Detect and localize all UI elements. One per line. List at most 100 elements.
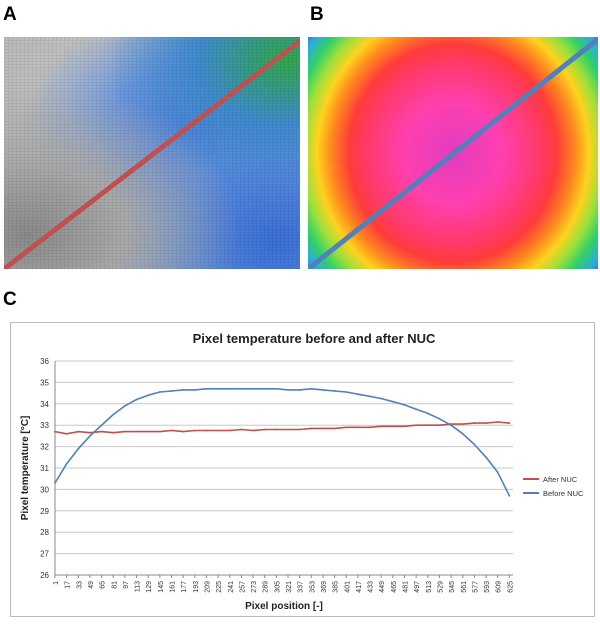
panel-label-a: A	[3, 4, 17, 25]
x-tick-label: 1	[53, 581, 60, 585]
x-tick-label: 449	[379, 581, 386, 593]
data-point	[496, 471, 499, 474]
data-point	[298, 428, 301, 431]
x-tick-label: 81	[111, 581, 118, 589]
data-point	[65, 462, 68, 465]
y-tick-label: 33	[40, 421, 49, 430]
data-point	[263, 428, 266, 431]
data-point	[275, 387, 278, 390]
data-point	[357, 426, 359, 429]
x-tick-label: 513	[426, 581, 433, 593]
data-point	[310, 427, 313, 430]
y-tick-label: 34	[40, 400, 49, 409]
thermal-image-before-nuc	[4, 37, 300, 269]
data-point	[368, 426, 371, 429]
line-profile-a	[4, 39, 300, 269]
data-point	[380, 425, 383, 428]
x-tick-label: 161	[170, 581, 177, 593]
panel-label-b: B	[310, 4, 324, 25]
data-point	[158, 430, 161, 433]
data-point	[147, 394, 150, 397]
x-tick-label: 65	[100, 581, 107, 589]
line-profile-overlay-a	[4, 39, 300, 269]
x-tick-label: 17	[65, 581, 72, 589]
x-tick-label: 49	[88, 581, 95, 589]
x-tick-label: 353	[309, 581, 316, 593]
data-point	[182, 430, 185, 433]
data-point	[158, 391, 161, 393]
x-tick-label: 417	[356, 581, 363, 593]
data-point	[65, 432, 68, 435]
data-point	[240, 387, 243, 390]
y-tick-label: 31	[40, 464, 49, 473]
x-tick-label: 321	[286, 581, 293, 593]
data-point	[252, 429, 254, 432]
x-tick-label: 609	[496, 581, 503, 593]
data-point	[252, 387, 254, 390]
data-point	[438, 417, 441, 420]
data-point	[100, 430, 103, 433]
data-point	[485, 422, 487, 424]
x-tick-label: 337	[298, 581, 305, 593]
x-tick-label: 385	[333, 581, 340, 593]
data-point	[508, 422, 511, 424]
x-tick-label: 129	[146, 581, 153, 593]
data-point	[461, 423, 464, 426]
chart-container: Pixel temperature before and after NUC 26…	[10, 322, 595, 617]
data-point	[345, 391, 348, 393]
data-point	[124, 430, 126, 433]
data-point	[287, 388, 289, 391]
x-tick-label: 593	[484, 581, 491, 593]
legend-label: Before NUC	[543, 489, 584, 498]
data-point	[228, 429, 231, 432]
y-tick-label: 32	[40, 443, 49, 452]
data-point	[170, 390, 173, 392]
data-point	[89, 431, 91, 434]
x-tick-label: 289	[263, 581, 270, 593]
data-point	[89, 435, 91, 437]
data-point	[298, 388, 301, 391]
data-point	[100, 424, 103, 427]
data-point	[275, 428, 278, 431]
data-point	[415, 408, 418, 411]
data-point	[193, 429, 196, 432]
data-point	[112, 431, 115, 434]
x-axis-label: Pixel position [-]	[245, 601, 323, 612]
data-point	[217, 429, 220, 432]
data-point	[170, 429, 173, 432]
x-tick-label: 529	[437, 581, 444, 593]
x-tick-label: 481	[403, 581, 410, 593]
series-line-before-nuc	[54, 388, 511, 497]
x-tick-label: 33	[76, 581, 83, 589]
data-point	[461, 432, 464, 435]
x-tick-label: 625	[507, 581, 514, 593]
data-point	[54, 430, 56, 433]
data-point	[205, 387, 208, 390]
legend-label: After NUC	[543, 475, 578, 484]
data-point	[333, 427, 336, 430]
data-point	[426, 412, 429, 415]
data-point	[240, 428, 243, 431]
data-point	[333, 390, 336, 392]
x-tick-label: 193	[193, 581, 200, 593]
data-point	[205, 429, 208, 432]
data-point	[403, 403, 406, 406]
x-tick-label: 225	[216, 581, 223, 593]
x-tick-label: 145	[158, 581, 165, 593]
y-tick-label: 30	[40, 485, 49, 494]
x-tick-label: 209	[204, 581, 211, 593]
data-point	[357, 393, 359, 396]
line-profile-b	[308, 37, 598, 269]
x-tick-label: 305	[274, 581, 281, 593]
data-point	[112, 413, 115, 416]
y-tick-label: 35	[40, 378, 49, 387]
data-point	[391, 400, 394, 403]
data-point	[450, 424, 453, 427]
x-tick-label: 113	[135, 581, 142, 592]
data-point	[391, 425, 394, 428]
x-tick-label: 177	[181, 581, 188, 593]
x-tick-label: 401	[344, 581, 351, 593]
data-point	[310, 387, 313, 390]
data-point	[438, 424, 441, 427]
data-point	[426, 424, 429, 427]
